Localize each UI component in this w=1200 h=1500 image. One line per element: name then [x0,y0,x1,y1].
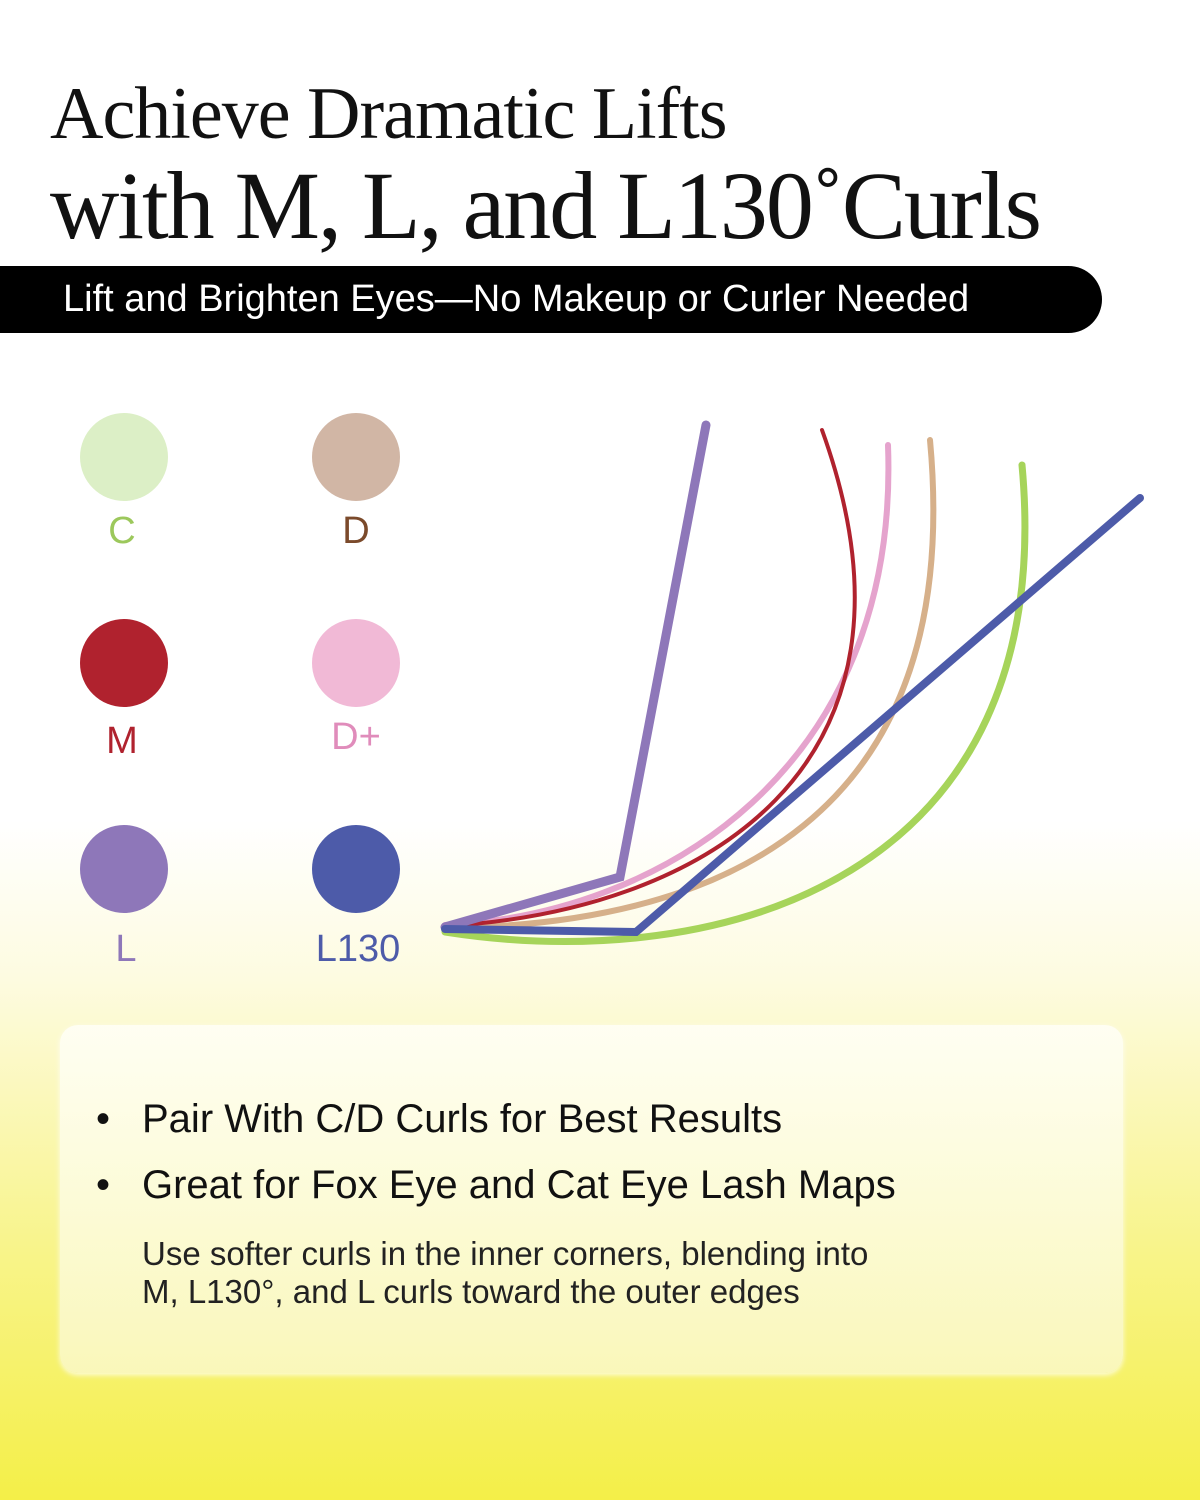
legend-dot-m [80,619,168,707]
lash-curl-diagram [440,420,1144,945]
tip-note: Use softer curls in the inner corners, b… [142,1235,1042,1311]
legend-label-dplus: D+ [331,716,381,758]
curve-l [440,420,711,932]
legend-label-d: D [342,510,370,552]
tip-bullet: • Great for Fox Eye and Cat Eye Lash Maps [96,1163,896,1208]
legend-dot-l [80,825,168,913]
legend-label-c: C [108,510,136,552]
legend-dot-dplus [312,619,400,707]
subtitle-banner: Lift and Brighten Eyes—No Makeup or Curl… [0,266,1102,333]
curve-dplus [442,442,892,928]
legend-label-m: M [106,720,138,762]
title-line-2: with M, L, and L130˚Curls [50,152,1042,259]
note-line-2: M, L130°, and L curls toward the outer e… [142,1273,800,1310]
legend-label-l130: L130 [315,928,401,970]
curve-d [442,437,937,931]
curve-l130 [441,494,1144,937]
bullet-dot: • [96,1097,111,1141]
banner-text: Lift and Brighten Eyes—No Makeup or Curl… [63,278,970,320]
tips-card: • Pair With C/D Curls for Best Results • G… [60,1025,1123,1373]
curve-m [443,428,857,928]
legend-dot-c [80,413,168,501]
tip-text: Pair With C/D Curls for Best Results [142,1097,783,1141]
tip-bullet: • Pair With C/D Curls for Best Results [96,1097,782,1142]
legend-dot-d [312,413,400,501]
note-line-1: Use softer curls in the inner corners, b… [142,1235,869,1272]
tip-text: Great for Fox Eye and Cat Eye Lash Maps [142,1163,896,1207]
title-line-1: Achieve Dramatic Lifts [50,73,728,155]
curve-c [441,461,1029,945]
legend-dot-l130 [312,825,400,913]
bullet-dot: • [96,1163,111,1207]
legend-label-l: L [115,928,137,970]
